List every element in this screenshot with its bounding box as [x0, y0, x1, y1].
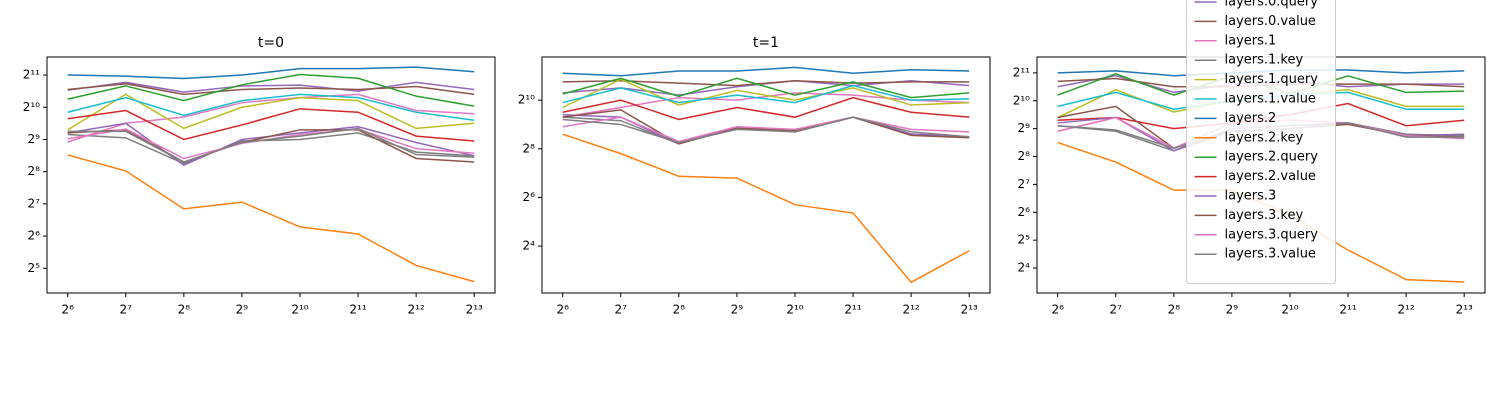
y-tick-label: 2⁸ — [1018, 149, 1031, 163]
chart-title: t=1 — [753, 35, 779, 51]
x-tick-label: 2⁶ — [1051, 303, 1064, 317]
x-tick-label: 2⁹ — [731, 303, 744, 317]
series-line — [562, 77, 970, 99]
y-tick-label: 2⁹ — [28, 132, 41, 146]
series-line — [67, 73, 475, 107]
plot-area — [562, 66, 970, 284]
y-tick-label: 2⁴ — [1018, 261, 1031, 275]
series-line — [67, 132, 475, 165]
legend-label: layers.1 — [1225, 33, 1277, 48]
legend: layers.0.query layers.0.value layers.1 laye… — [1186, 0, 1336, 285]
x-tick-label: 2⁸ — [673, 303, 686, 317]
subplot: t=1 2⁶ 2⁷ 2⁸ 2⁹ 2¹⁰ 2¹¹ 2¹² 2¹³ 2⁴ 2⁶ 2⁸ 2¹⁰ — [518, 35, 991, 317]
legend-label: layers.1.query — [1225, 72, 1319, 87]
y-tick-label: 2¹¹ — [1013, 65, 1030, 79]
x-tick-label: 2¹² — [1397, 303, 1414, 317]
y-tick-label: 2⁷ — [1018, 177, 1031, 191]
y-tick-label: 2¹⁰ — [518, 93, 535, 107]
series-line — [562, 78, 970, 109]
x-tick-label: 2¹³ — [1456, 303, 1473, 317]
x-tick-label: 2¹⁰ — [291, 303, 308, 317]
series-line — [562, 109, 970, 145]
legend-label: layers.0.value — [1225, 14, 1316, 29]
x-tick-label: 2⁸ — [1168, 303, 1181, 317]
legend-label: layers.3 — [1225, 189, 1277, 204]
legend-label: layers.2.key — [1225, 130, 1304, 145]
series-line — [67, 108, 475, 142]
series-line — [562, 116, 970, 144]
y-tick-label: 2⁶ — [28, 229, 41, 243]
legend-label: layers.3.value — [1225, 247, 1316, 262]
legend-box — [1186, 0, 1336, 285]
x-tick-label: 2¹¹ — [844, 303, 861, 317]
series-line — [67, 81, 475, 93]
series-line — [562, 92, 970, 118]
x-tick-label: 2¹¹ — [349, 303, 366, 317]
x-tick-label: 2⁶ — [61, 303, 74, 317]
x-tick-label: 2⁷ — [615, 303, 628, 317]
y-tick-label: 2⁶ — [523, 190, 536, 204]
legend-label: layers.0.query — [1225, 0, 1319, 10]
legend-label: layers.2 — [1225, 111, 1277, 126]
y-tick-label: 2⁴ — [523, 239, 536, 253]
x-tick-label: 2⁹ — [236, 303, 249, 317]
y-tick-label: 2⁷ — [28, 196, 41, 210]
series-line — [67, 93, 475, 121]
legend-label: layers.1.key — [1225, 53, 1304, 68]
series-line — [562, 66, 970, 77]
x-tick-label: 2⁹ — [1226, 303, 1239, 317]
legend-label: layers.2.query — [1225, 150, 1319, 165]
series-line — [67, 66, 475, 80]
x-tick-label: 2¹³ — [961, 303, 978, 317]
series-line — [562, 133, 970, 284]
y-tick-label: 2⁸ — [28, 164, 41, 178]
x-tick-label: 2¹⁰ — [1281, 303, 1298, 317]
y-tick-label: 2⁶ — [1018, 205, 1031, 219]
series-line — [67, 82, 475, 96]
x-tick-label: 2⁷ — [120, 303, 133, 317]
y-tick-label: 2⁸ — [523, 141, 536, 155]
y-tick-label: 2⁹ — [1018, 121, 1031, 135]
series-line — [562, 116, 970, 143]
x-tick-label: 2¹¹ — [1339, 303, 1356, 317]
series-line — [562, 96, 970, 121]
legend-label: layers.2.value — [1225, 169, 1316, 184]
x-tick-label: 2⁷ — [1110, 303, 1123, 317]
series-line — [67, 122, 475, 166]
y-tick-label: 2¹⁰ — [23, 100, 40, 114]
series-line — [67, 93, 475, 143]
legend-label: layers.3.query — [1225, 227, 1319, 242]
x-tick-label: 2¹³ — [466, 303, 483, 317]
y-tick-label: 2¹⁰ — [1013, 93, 1030, 107]
series-line — [67, 129, 475, 163]
axes-frame — [541, 56, 991, 294]
series-line — [67, 127, 475, 163]
subplot: t=0 2⁶ 2⁷ 2⁸ 2⁹ 2¹⁰ 2¹¹ 2¹² 2¹³ 2⁵ 2⁶ 2⁷ 2⁸ 2⁹ 2¹⁰ 2¹¹ — [23, 35, 496, 317]
series-line — [67, 154, 475, 283]
y-tick-label: 2⁵ — [1018, 233, 1031, 247]
x-tick-label: 2⁸ — [178, 303, 191, 317]
legend-label: layers.3.key — [1225, 208, 1304, 223]
x-tick-label: 2⁶ — [556, 303, 569, 317]
x-tick-label: 2¹² — [407, 303, 424, 317]
legend-label: layers.1.value — [1225, 92, 1316, 107]
axes-frame — [46, 56, 496, 294]
plot-area — [67, 66, 475, 283]
series-line — [562, 84, 970, 104]
chart-title: t=0 — [258, 35, 284, 51]
x-tick-label: 2¹² — [902, 303, 919, 317]
x-tick-label: 2¹⁰ — [786, 303, 803, 317]
y-tick-label: 2¹¹ — [23, 68, 40, 82]
y-tick-label: 2⁵ — [28, 261, 41, 275]
